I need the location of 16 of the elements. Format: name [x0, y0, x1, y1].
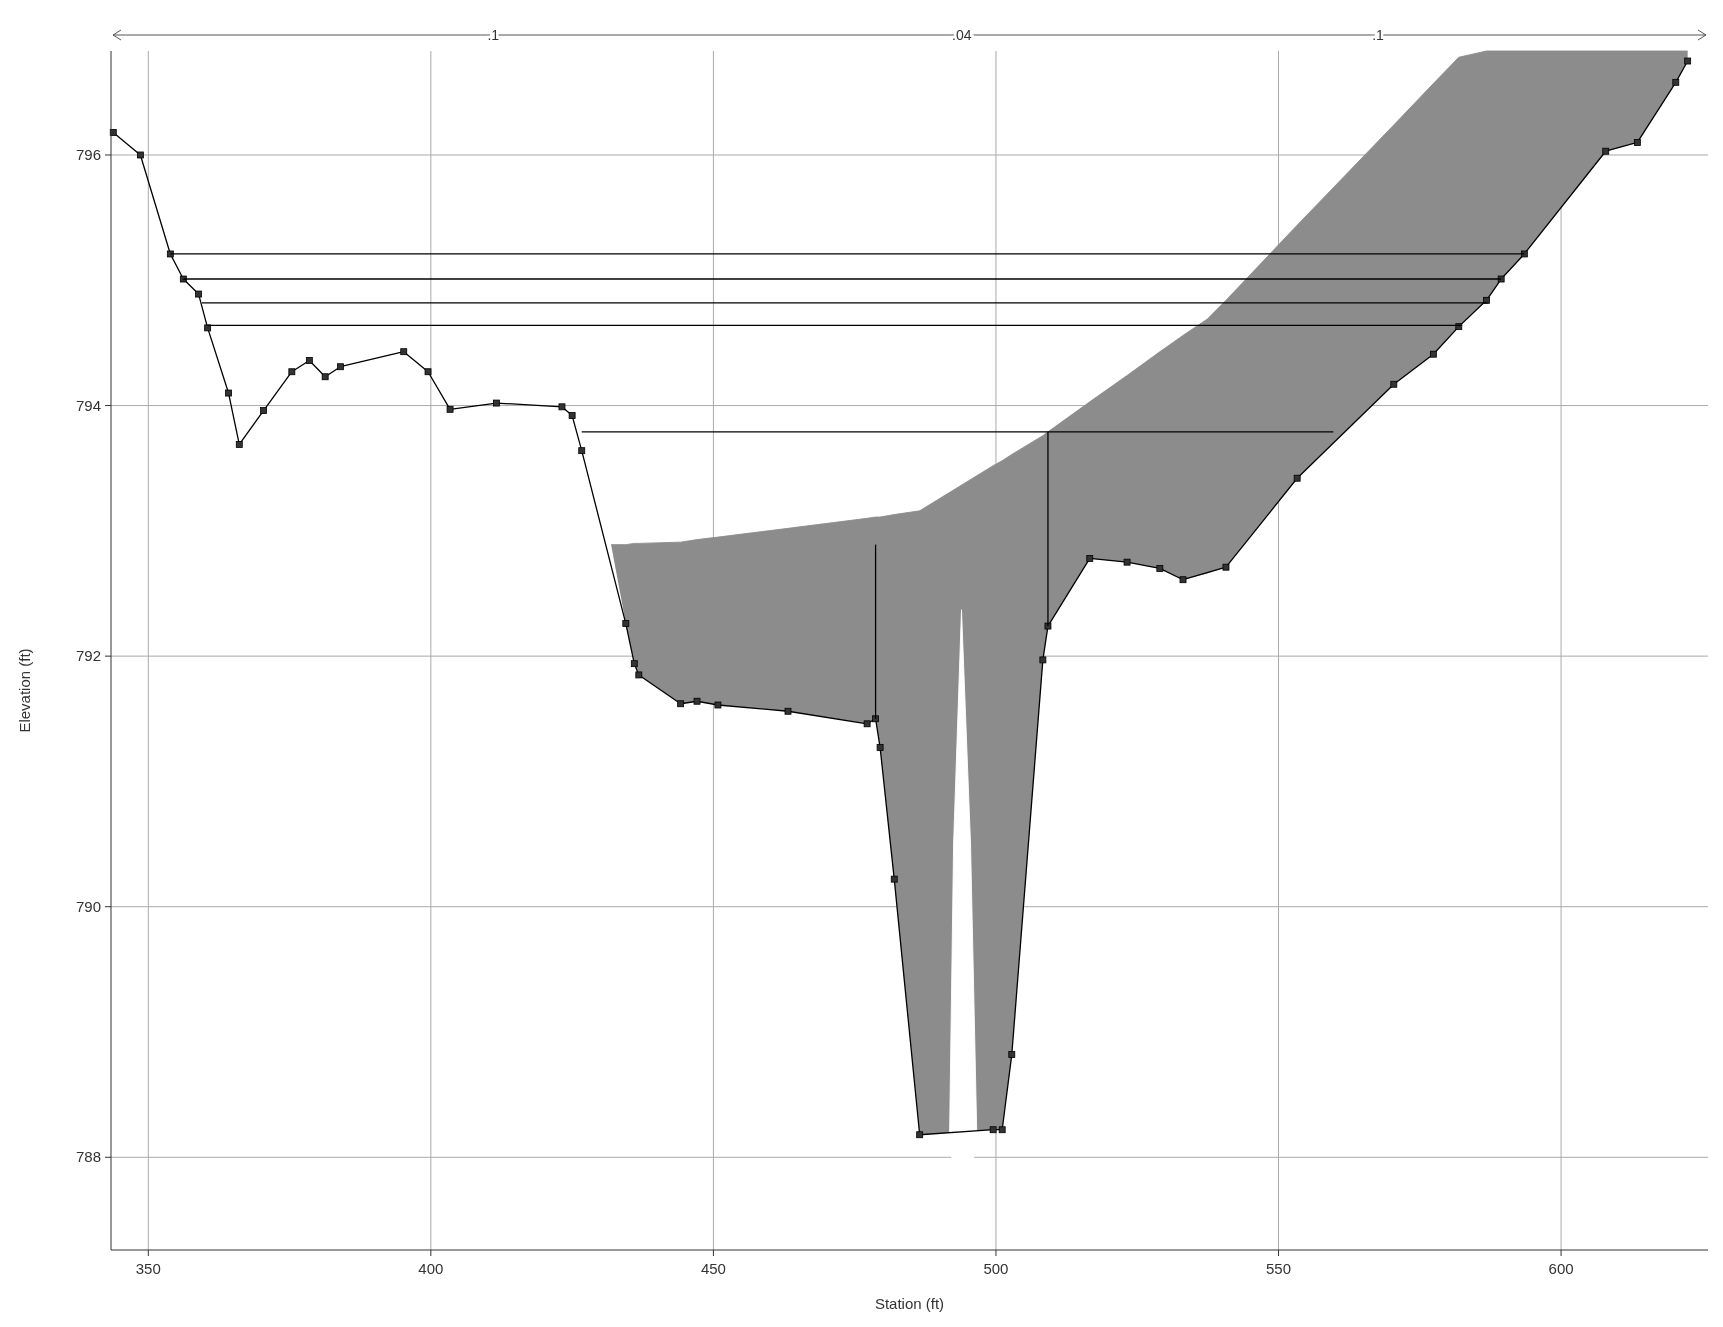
y-axis-title: Elevation (ft): [16, 648, 33, 733]
x-tick-label: 400: [418, 1260, 444, 1277]
x-tick-label: 550: [1266, 1260, 1292, 1277]
x-axis-title: Station (ft): [874, 1295, 945, 1312]
y-tick-label: 788: [75, 1148, 101, 1166]
x-tick-label: 600: [1548, 1260, 1574, 1277]
text: .04: [952, 27, 972, 43]
y-tick-label: 796: [75, 145, 101, 163]
y-tick-label: 790: [75, 897, 101, 915]
text: .1: [1372, 27, 1385, 43]
x-tick-label: 450: [700, 1260, 726, 1277]
x-tick-label: 350: [135, 1260, 161, 1277]
y-tick-label: 794: [75, 396, 101, 414]
text: .1: [487, 27, 500, 43]
y-tick-label: 792: [75, 647, 101, 665]
x-tick-label: 500: [983, 1260, 1009, 1277]
